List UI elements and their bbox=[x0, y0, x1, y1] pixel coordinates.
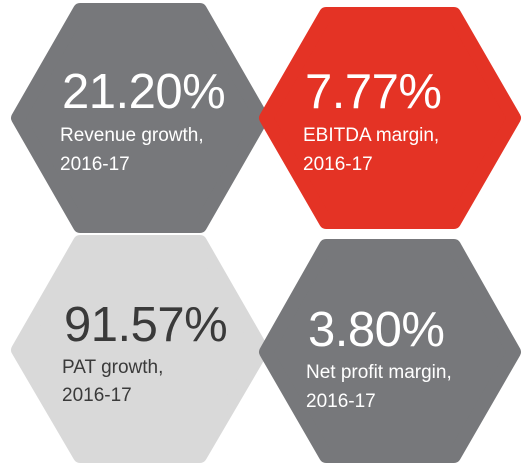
tile-period: 2016-17 bbox=[62, 385, 132, 406]
tile-period: 2016-17 bbox=[60, 154, 130, 175]
tile-label: EBITDA margin, bbox=[303, 125, 439, 146]
hexagon bbox=[259, 239, 521, 463]
tile-label: Revenue growth, bbox=[60, 125, 204, 146]
tile-period: 2016-17 bbox=[306, 391, 376, 412]
tile-value: 21.20% bbox=[62, 65, 225, 119]
tile-ebitda: 7.77% EBITDA margin, 2016-17 bbox=[259, 7, 521, 229]
hexagon bbox=[11, 235, 269, 463]
tile-revenue: 21.20% Revenue growth, 2016-17 bbox=[11, 3, 269, 233]
tile-value: 7.77% bbox=[305, 65, 441, 119]
hexagon bbox=[259, 7, 521, 229]
tile-net-profit: 3.80% Net profit margin, 2016-17 bbox=[259, 239, 521, 463]
tile-label: PAT growth, bbox=[62, 357, 163, 378]
tile-period: 2016-17 bbox=[303, 154, 373, 175]
tile-label: Net profit margin, bbox=[306, 362, 452, 383]
tile-value: 91.57% bbox=[64, 298, 227, 352]
tile-pat: 91.57% PAT growth, 2016-17 bbox=[11, 235, 269, 463]
tile-value: 3.80% bbox=[308, 303, 444, 357]
hexagon bbox=[11, 3, 269, 233]
